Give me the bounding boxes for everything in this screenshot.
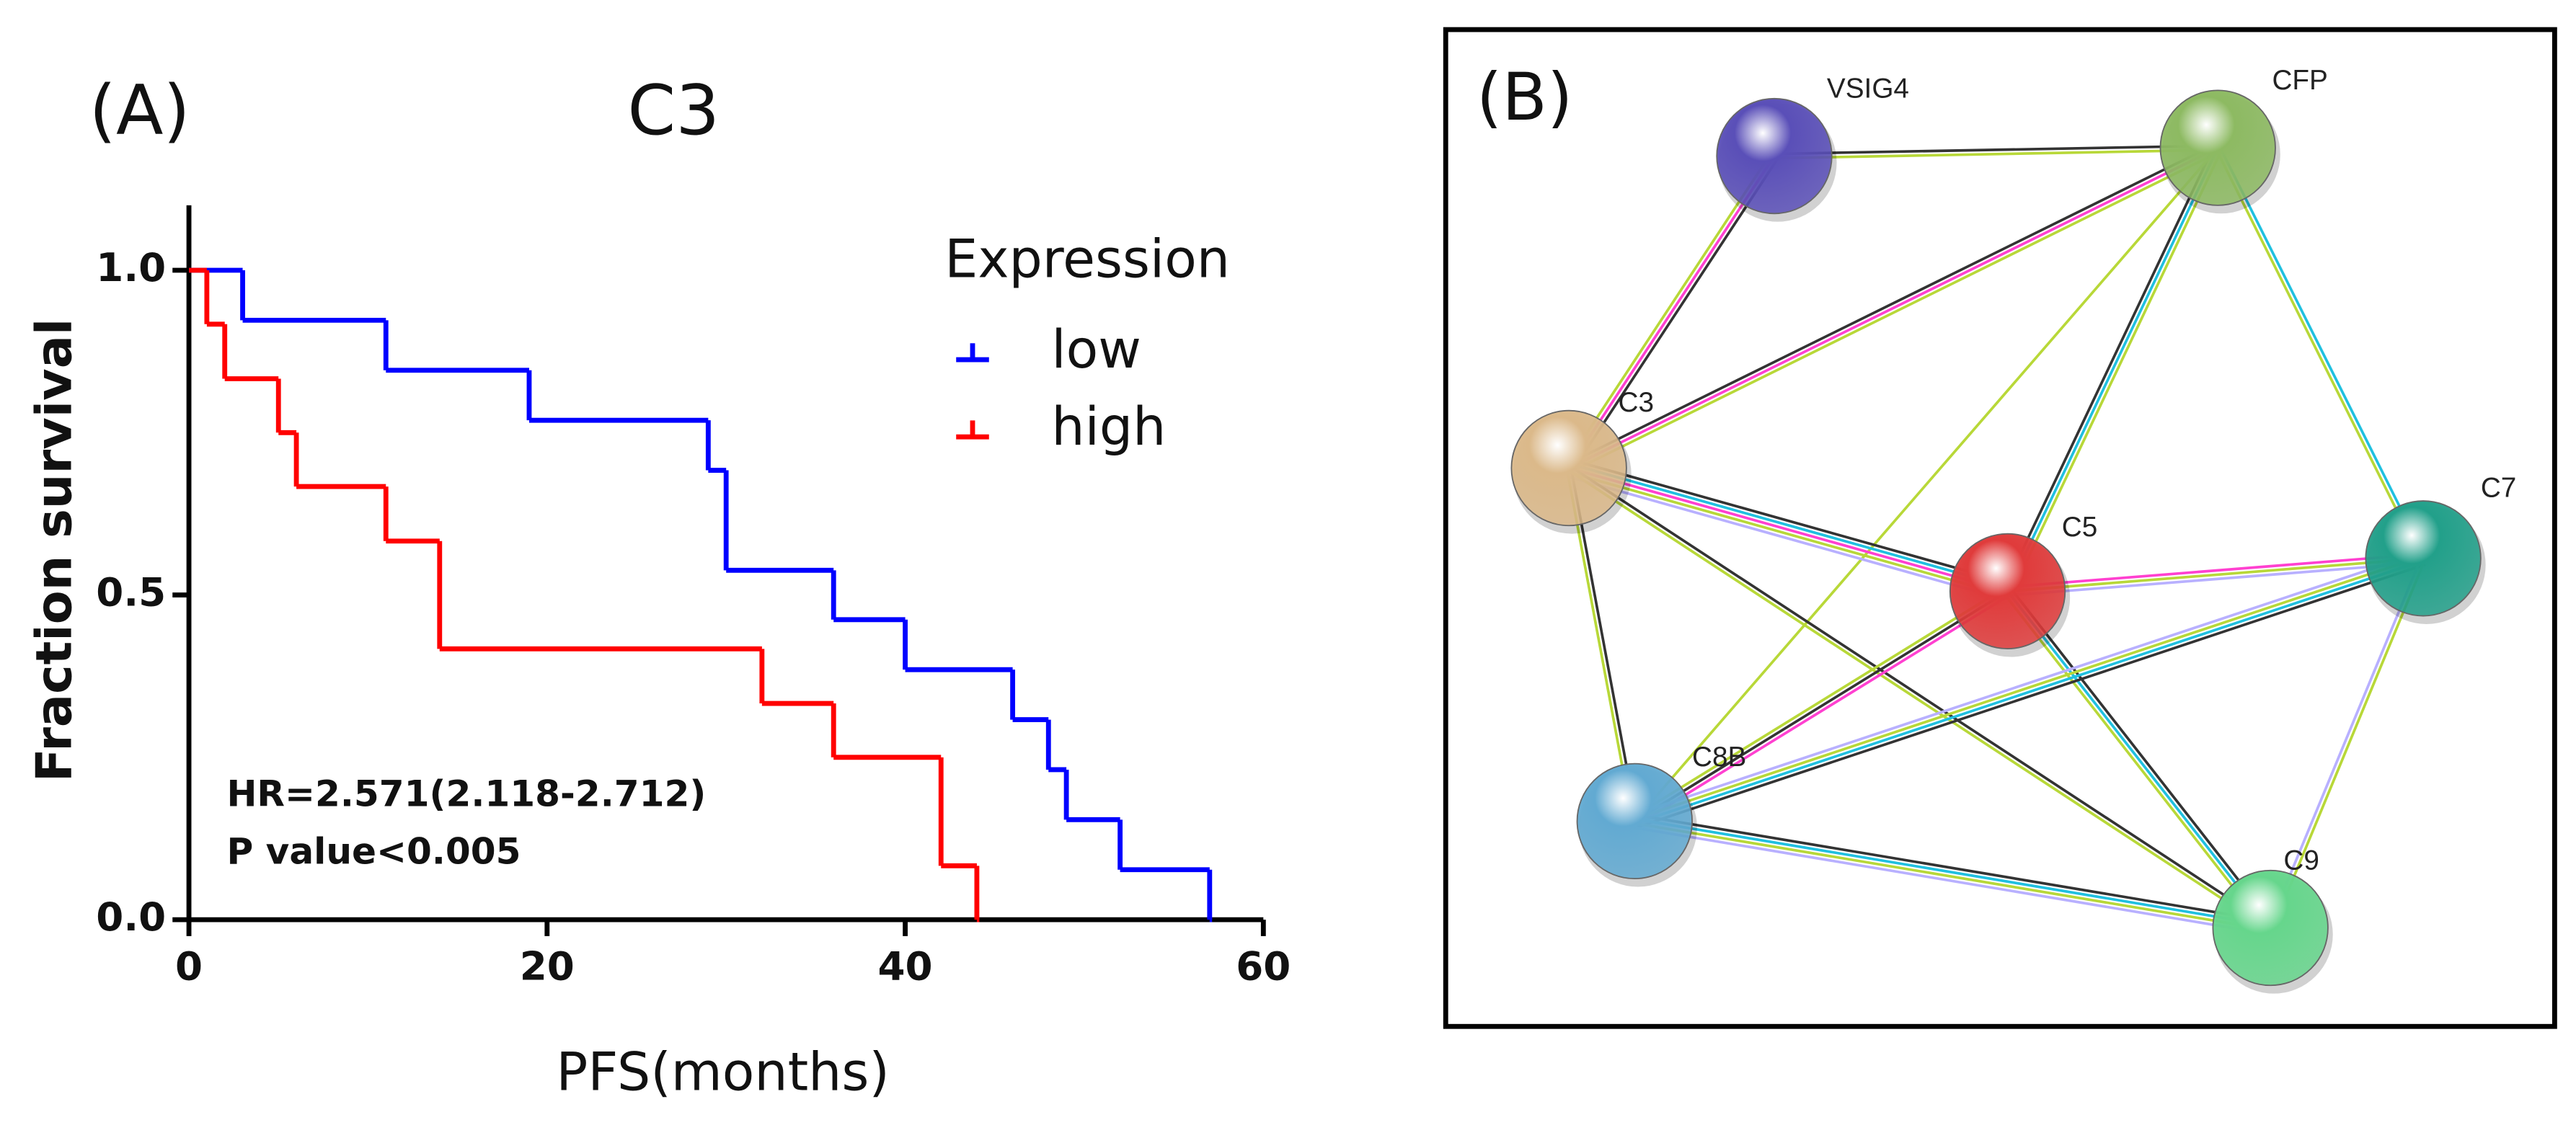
panel-frame	[1443, 27, 2557, 1029]
edge	[1566, 475, 2006, 601]
edge	[1570, 463, 2009, 589]
edge	[1567, 155, 1776, 469]
node	[2212, 869, 2329, 987]
legend-label: low	[1051, 319, 1141, 381]
y-tick-label: 0.5	[96, 569, 166, 615]
edge	[2006, 590, 2272, 929]
annotation: P value<0.005	[226, 830, 521, 872]
node-label: CFP	[2272, 65, 2327, 96]
panel-label: (A)	[89, 70, 190, 151]
edge	[1633, 555, 2423, 821]
annotation: HR=2.571(2.118-2.712)	[226, 773, 706, 815]
edge	[1570, 458, 2011, 584]
edge	[1633, 826, 2270, 936]
edge	[1774, 144, 2218, 156]
edge	[2271, 559, 2427, 930]
edge	[1634, 590, 2009, 822]
edge	[1634, 822, 2270, 932]
edge	[2218, 146, 2427, 559]
node	[1510, 409, 1627, 527]
edge	[2010, 148, 2223, 594]
edge	[1567, 468, 2270, 931]
x-tick-label: 0	[175, 943, 203, 990]
edge	[1571, 157, 1779, 471]
edge	[1566, 143, 2217, 466]
edge	[1564, 153, 1772, 467]
legend-title: Expression	[944, 229, 1230, 290]
x-tick-label: 60	[1236, 943, 1291, 990]
edge	[2003, 592, 2268, 932]
edge	[2006, 147, 2219, 592]
edge	[1632, 551, 2422, 817]
edge	[2006, 553, 2423, 589]
edge	[2267, 556, 2423, 928]
edge	[1634, 559, 2425, 824]
edge	[1570, 467, 1639, 822]
edge	[1568, 146, 2219, 470]
panel-label: (B)	[1477, 59, 1573, 135]
edge	[1634, 817, 2271, 928]
edge	[1569, 465, 2272, 928]
edge	[2214, 148, 2423, 560]
node-label: C7	[2481, 472, 2517, 503]
y-axis-label: Fraction survival	[26, 319, 83, 782]
edge	[2007, 556, 2424, 593]
edge	[1635, 813, 2272, 923]
legend-label: high	[1051, 396, 1166, 458]
edge	[1568, 466, 2009, 593]
node	[1716, 97, 1833, 215]
edge	[1636, 563, 2426, 829]
edge	[2009, 587, 2275, 926]
edge	[1567, 471, 2007, 597]
node-label: C5	[2062, 512, 2097, 543]
x-tick-label: 40	[878, 943, 933, 990]
survival-chart: (A) C3 PFS(months) Fraction survival Exp…	[26, 70, 1291, 1103]
network-diagram: (B) VSIG4 CFP C3 C5 C7 C8B C9	[1443, 27, 2557, 1029]
node-label: C3	[1619, 387, 1655, 418]
node-label: C8B	[1692, 742, 1746, 773]
node	[1576, 762, 1693, 880]
y-tick-label: 1.0	[96, 244, 166, 290]
node	[1949, 533, 2066, 650]
edge	[1570, 150, 2221, 473]
x-axis-label: PFS(months)	[556, 1042, 889, 1103]
edge	[2007, 561, 2424, 597]
chart-title: C3	[627, 70, 720, 151]
node-label: VSIG4	[1827, 74, 1909, 105]
edge	[1565, 468, 1634, 822]
node	[2159, 89, 2276, 206]
node-label: C9	[2283, 845, 2319, 876]
node	[2365, 500, 2482, 617]
edge	[2002, 145, 2216, 590]
edge	[1774, 148, 2218, 160]
edge	[1636, 593, 2011, 826]
edge	[1633, 146, 2219, 822]
y-tick-label: 0.0	[96, 894, 166, 940]
x-tick-label: 20	[520, 943, 575, 990]
edge	[1632, 586, 2006, 819]
